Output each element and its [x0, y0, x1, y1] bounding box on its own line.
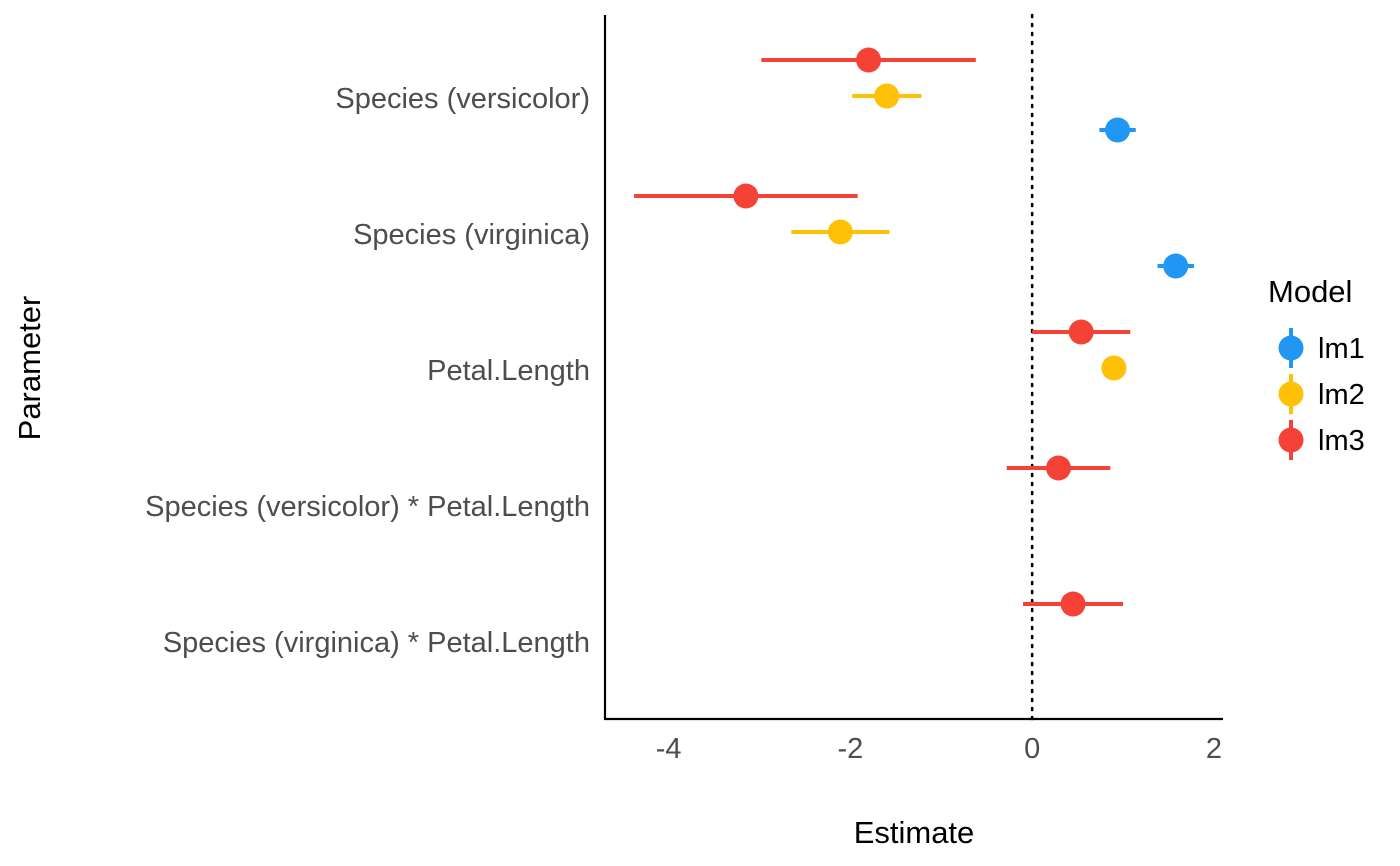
point-lm3 — [1060, 591, 1086, 617]
y-tick-label: Petal.Length — [427, 355, 590, 387]
legend-item-lm3: lm3 — [1278, 420, 1365, 460]
point-lm1 — [1105, 117, 1131, 143]
point-lm3 — [733, 183, 759, 209]
y-tick-label: Species (virginica) — [353, 219, 590, 251]
x-axis-tick-labels: -4 -2 0 2 — [656, 733, 1222, 765]
legend-item-lm1: lm1 — [1278, 328, 1365, 368]
point-lm3 — [856, 47, 882, 73]
x-tick-label: -4 — [656, 733, 682, 765]
legend-label: lm3 — [1318, 425, 1365, 457]
legend-key-point — [1278, 381, 1304, 407]
point-lm1 — [1163, 253, 1189, 279]
x-tick-label: 0 — [1024, 733, 1040, 765]
legend-key-point — [1278, 427, 1304, 453]
y-tick-label: Species (virginica) * Petal.Length — [163, 627, 590, 659]
legend-key-point — [1278, 335, 1304, 361]
legend-items: lm1 lm2 lm3 — [1278, 328, 1365, 460]
point-lm2 — [827, 219, 853, 245]
y-axis-tick-labels: Species (versicolor) Species (virginica) P… — [145, 83, 590, 659]
x-tick-label: -2 — [837, 733, 863, 765]
point-lm2 — [1101, 355, 1127, 381]
y-tick-label: Species (versicolor) — [335, 83, 590, 115]
x-axis-title: Estimate — [854, 815, 975, 850]
data-marks — [634, 47, 1194, 617]
legend-title: Model — [1268, 274, 1352, 309]
legend-label: lm1 — [1318, 333, 1365, 365]
legend-label: lm2 — [1318, 379, 1365, 411]
point-lm3 — [1068, 319, 1094, 345]
y-tick-label: Species (versicolor) * Petal.Length — [145, 491, 590, 523]
x-tick-label: 2 — [1206, 733, 1222, 765]
point-lm2 — [874, 83, 900, 109]
legend: Model lm1 lm2 lm3 — [1268, 274, 1365, 460]
y-axis-title: Parameter — [12, 296, 47, 441]
point-lm3 — [1046, 455, 1072, 481]
legend-item-lm2: lm2 — [1278, 374, 1365, 414]
